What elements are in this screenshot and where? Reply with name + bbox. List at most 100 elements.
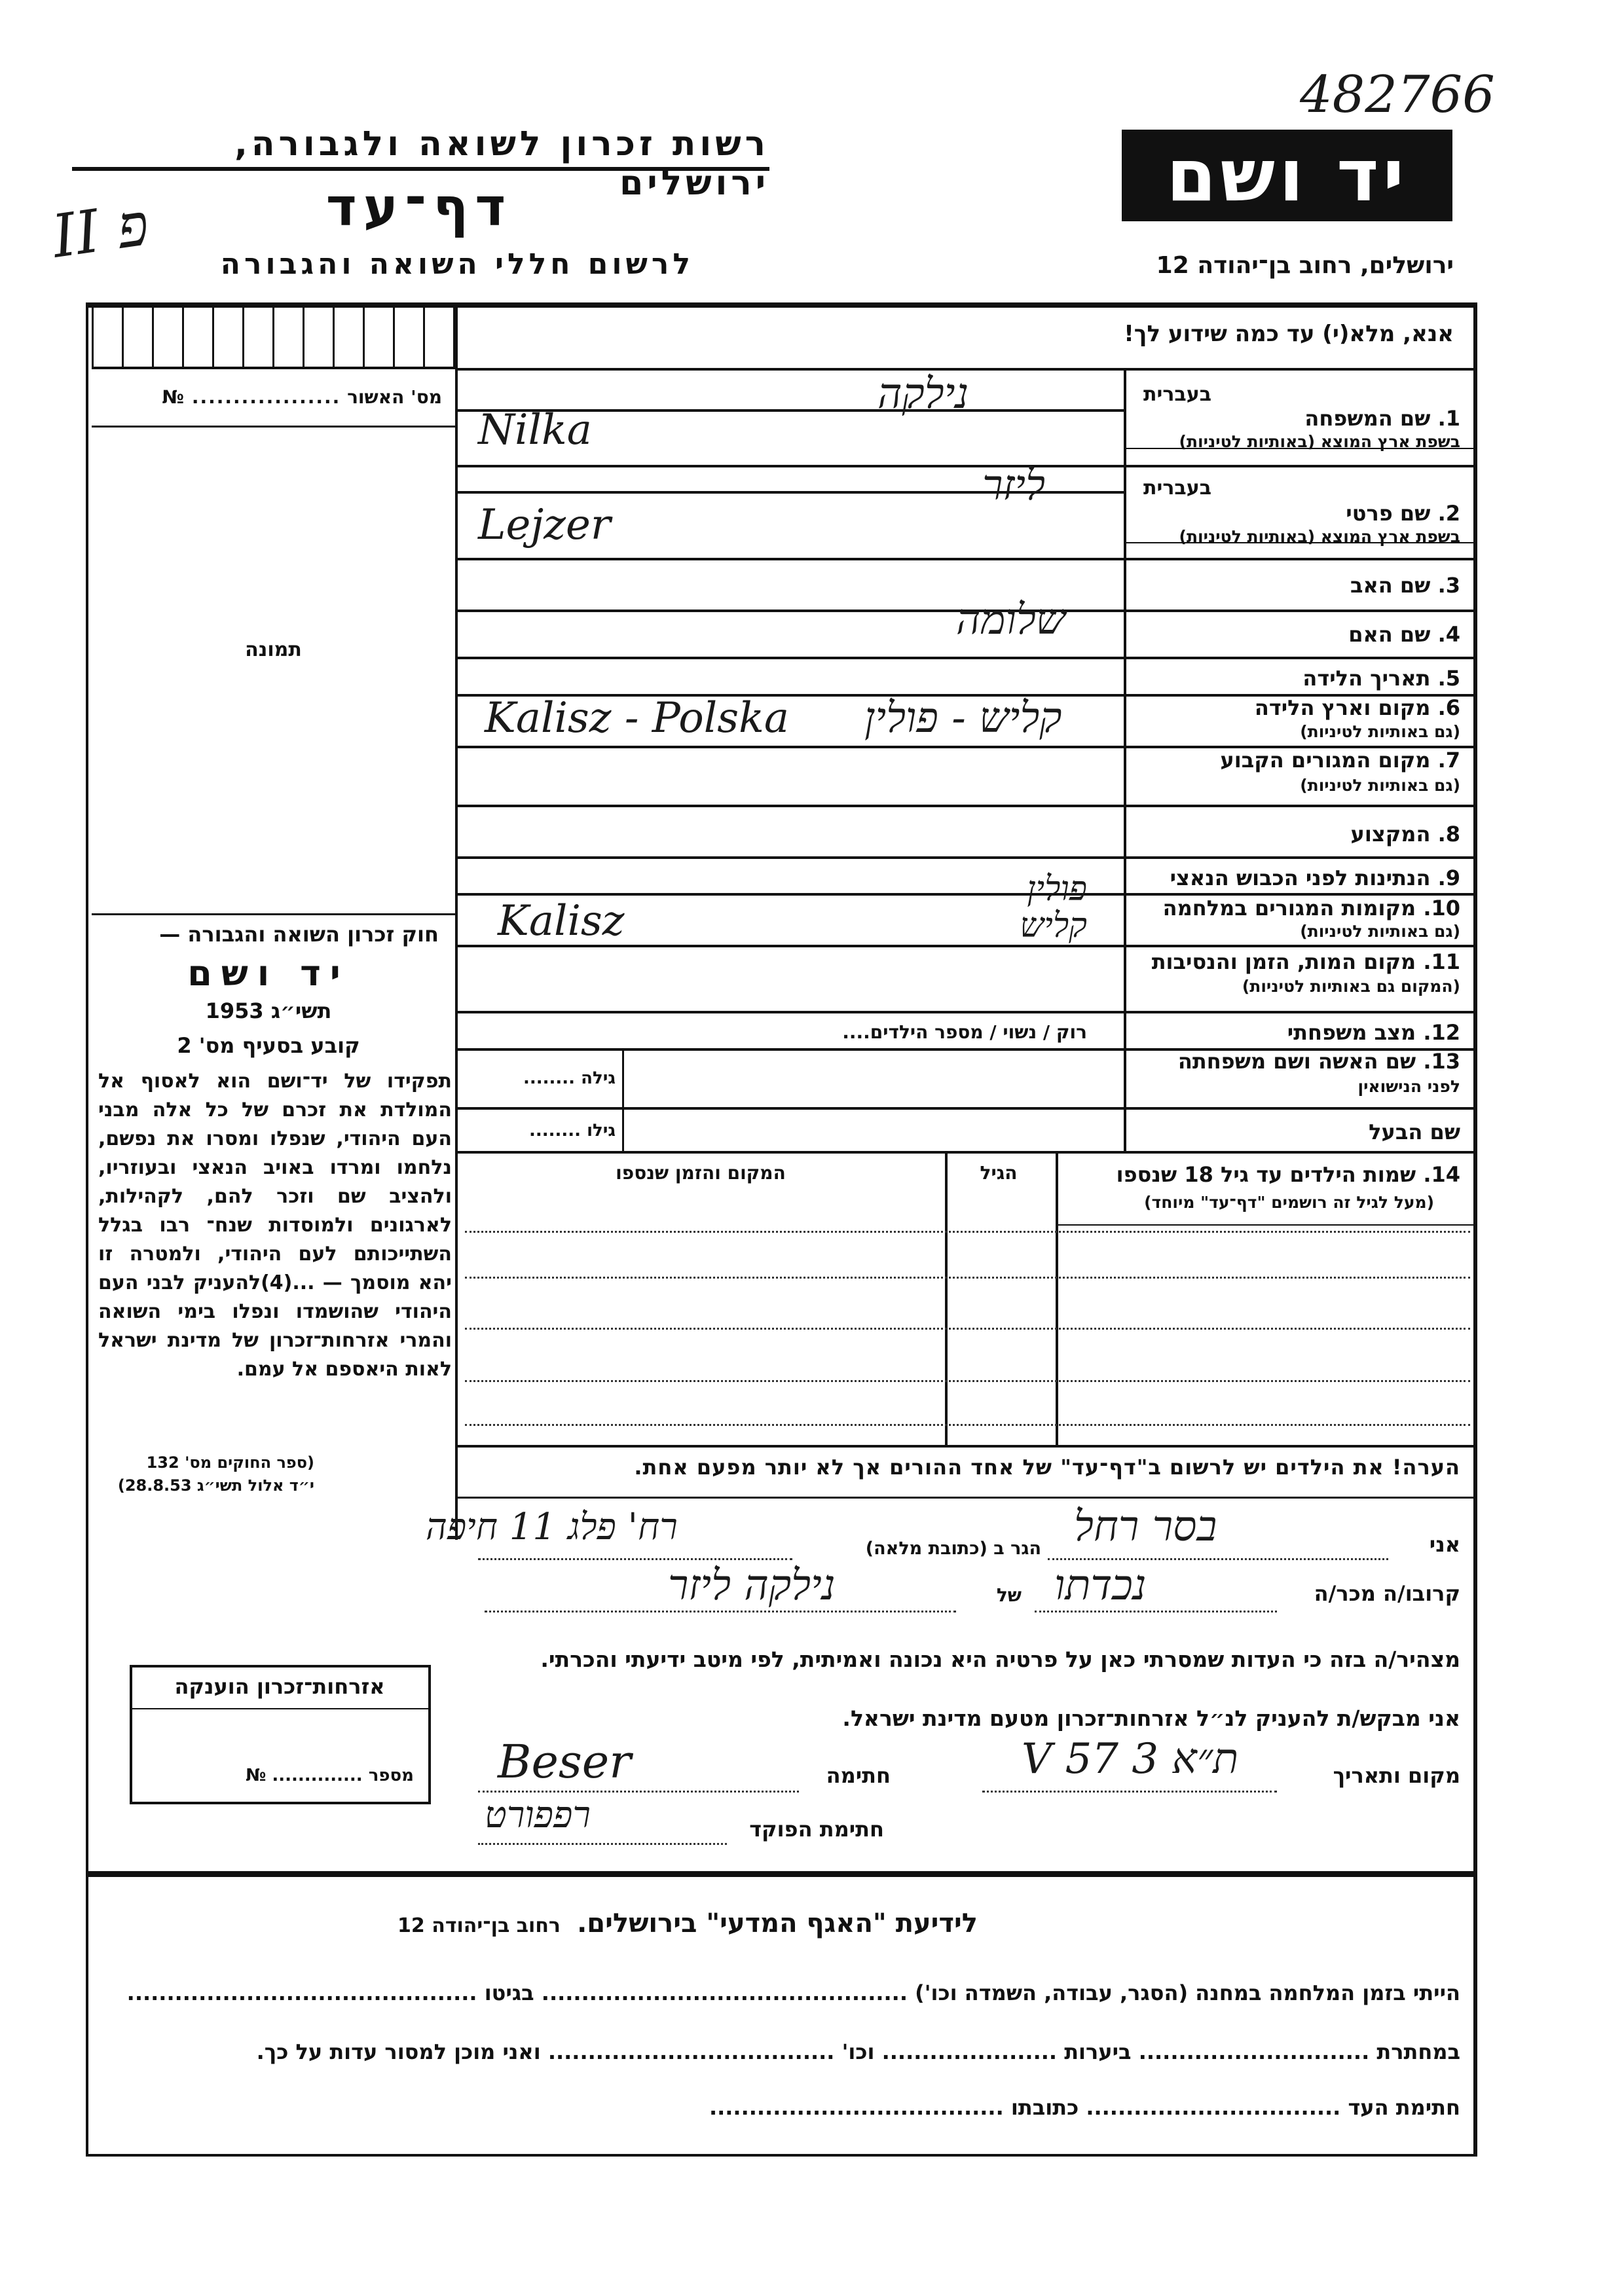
law-reference-2: י״ד אלול תשי״ג 28.8.53) <box>117 1476 314 1495</box>
marital-status-options[interactable]: רוק / נשוי / מספר הילדים.... <box>842 1021 1087 1043</box>
field-2-value-latin[interactable]: Lejzer <box>478 501 611 549</box>
approval-number-label: מס' האשור <box>347 386 442 408</box>
row-line <box>457 1107 1475 1110</box>
citizenship-granted-box: אזרחות־זכרון הוענקה מספר .............. … <box>130 1665 431 1804</box>
field-7-note: (גם באותיות לטיניות) <box>1300 776 1460 795</box>
marital-options-text: רוק / נשוי / מספר הילדים <box>870 1021 1087 1043</box>
address-line[interactable] <box>478 1558 792 1560</box>
ghetto-input[interactable]: ........................................… <box>126 1980 477 2005</box>
children-entry-line[interactable] <box>465 1380 1470 1382</box>
declaration-statement: מצהיר/ה בזה כי העדות שמסרתי כאן על פרטיה… <box>540 1647 1460 1672</box>
granted-number-label: מספר <box>368 1766 414 1785</box>
citizenship-request: אני מבקש/ת להעניק לנ״ל אזרחות־זכרון מטעם… <box>842 1705 1460 1731</box>
declarant-name-line[interactable] <box>1048 1558 1388 1560</box>
children-entry-line[interactable] <box>465 1328 1470 1330</box>
officer-signature-label: חתימת הפוקד <box>749 1817 884 1842</box>
archive-number: 482766 <box>1300 65 1495 124</box>
field-9-label: 9. הנתינות לפני הכבוש הנאצי <box>1170 866 1460 890</box>
row-line <box>457 945 1475 947</box>
row-line <box>457 465 1475 467</box>
signature-value[interactable]: Beser <box>498 1735 631 1789</box>
label-divider <box>1124 448 1475 449</box>
approval-number-field[interactable]: מס' האשור .................. № <box>162 386 442 408</box>
signature-line[interactable] <box>478 1791 799 1793</box>
children-place-header: המקום והזמן שנספו <box>616 1162 786 1184</box>
field-7-label: 7. מקום המגורים הקבוע <box>1220 748 1460 773</box>
field-6-label: 6. מקום וארץ הלידה <box>1254 695 1460 720</box>
footer-line-3: חתימת העד ..............................… <box>98 2095 1460 2120</box>
children-entry-line[interactable] <box>465 1424 1470 1426</box>
children-label: 14. שמות הילדים עד גיל 18 שנספו <box>1116 1162 1460 1187</box>
declarant-name[interactable]: בסר רחל <box>1074 1503 1217 1551</box>
field-4-value[interactable]: שלומה <box>956 596 1066 644</box>
label-column-divider <box>1124 369 1126 1151</box>
etc-input[interactable]: .................................... <box>540 2039 835 2064</box>
forests-input[interactable]: ...................... <box>874 2039 1058 2064</box>
form-left-border <box>86 302 88 2155</box>
underground-input[interactable]: ............................. <box>1131 2039 1370 2064</box>
children-entry-line[interactable] <box>465 1231 1470 1233</box>
children-col-divider <box>945 1151 948 1446</box>
row-line <box>457 694 1475 697</box>
officer-signature-value[interactable]: רפפורט <box>485 1794 591 1836</box>
officer-signature-line[interactable] <box>478 1843 727 1845</box>
children-entry-line[interactable] <box>465 1277 1470 1279</box>
field-6-value-latin[interactable]: Kalisz - Polska <box>485 694 790 742</box>
etc-label: וכו' <box>841 2039 875 2064</box>
field-2-value-hebrew[interactable]: ליזר <box>982 462 1045 510</box>
camp-input[interactable]: ........................................… <box>534 1980 908 2005</box>
photo-label[interactable]: תמונה <box>245 638 302 661</box>
children-bottom-line <box>457 1445 1475 1448</box>
wife-age-field[interactable]: גילה ........ <box>523 1068 616 1088</box>
of-line[interactable] <box>485 1611 956 1613</box>
relation-line[interactable] <box>1035 1611 1277 1613</box>
relation-label: קרובו/ה מכר/ה <box>1314 1581 1460 1606</box>
children-header-line <box>1056 1224 1475 1226</box>
husband-age-field[interactable]: גילו ........ <box>528 1121 616 1140</box>
footer-heading-row: לידיעת "האגף המדעי" בירושלים. רחוב בן־יה… <box>196 1908 1179 1939</box>
yad-vashem-logo: יד ושם <box>1122 130 1452 221</box>
field-10-value-hebrew[interactable]: פולין קליש <box>1020 869 1087 945</box>
field-1-value-hebrew[interactable]: נילקה <box>877 370 969 418</box>
field-10-value-latin[interactable]: Kalisz <box>498 897 625 945</box>
address-value[interactable]: רח' פלג 11 חיפה <box>426 1506 678 1548</box>
row-line <box>457 893 1475 896</box>
field-2-label: 2. שם פרטי <box>1346 501 1460 526</box>
hebrew-latin-divider <box>457 409 1124 412</box>
witness-signature-input[interactable]: ................................ <box>1079 2095 1341 2120</box>
forests-label: ביערות <box>1064 2039 1132 2064</box>
footer-heading: לידיעת "האגף המדעי" בירושלים. <box>577 1908 978 1939</box>
no-sign: № <box>162 386 185 408</box>
row-line <box>457 558 1475 560</box>
field-1-hebrew-tag: בעברית <box>1143 383 1211 406</box>
field-1-value-latin[interactable]: Nilka <box>478 406 592 454</box>
logo-text: יד ושם <box>1166 134 1409 217</box>
granted-number-field[interactable]: מספר .............. № <box>246 1766 414 1785</box>
footer-address: רחוב בן־יהודה 12 <box>397 1914 561 1937</box>
footer-line-1: הייתי בזמן המלחמה במחנה (הסגר, עבודה, הש… <box>98 1980 1460 2005</box>
field-2-note: בשפת ארץ המוצא (באותיות לטיניות) <box>1179 527 1460 546</box>
footer-line-2: במחתרת ............................. ביע… <box>98 2039 1460 2064</box>
children-age-header: הגיל <box>980 1162 1018 1184</box>
field-8-label: 8. המקצוע <box>1350 822 1460 847</box>
witness-address-input[interactable]: ..................................... <box>709 2095 1004 2120</box>
field-12-label: 12. מצב משפחתי <box>1287 1020 1460 1045</box>
ghetto-label: בגיטו <box>484 1980 534 2005</box>
of-value[interactable]: נילקה ליזר <box>668 1561 836 1610</box>
form-title: דף־עד <box>325 177 513 238</box>
photo-box-bottom <box>92 913 455 915</box>
form-top-border <box>86 302 1477 308</box>
place-date-value[interactable]: ת״א 3 V 57 <box>1022 1735 1239 1783</box>
field-6-value-hebrew[interactable]: קליש - פולין <box>864 694 1062 742</box>
field-10-label: 10. מקומות המגורים במלחמה <box>1162 896 1460 920</box>
no-sign: № <box>246 1766 267 1785</box>
field-1-note: בשפת ארץ המוצא (באותיות לטיניות) <box>1179 432 1460 451</box>
instruction: אנא, מלא(י) עד כמה שידוע לך! <box>1124 321 1454 347</box>
witness-address-label: כתובתו <box>1010 2095 1079 2120</box>
law-section: קובע בסעיף מס' 2 <box>177 1033 360 1058</box>
field-11-label: 11. מקום המות, הזמן והנסיבות <box>1151 949 1460 974</box>
field-10-note: (גם באותיות לטיניות) <box>1300 922 1460 941</box>
header-address: ירושלים, רחוב בן־יהודה 12 <box>1156 252 1454 279</box>
place-date-line[interactable] <box>982 1791 1277 1793</box>
relation-value[interactable]: נכדתו <box>1054 1561 1147 1610</box>
